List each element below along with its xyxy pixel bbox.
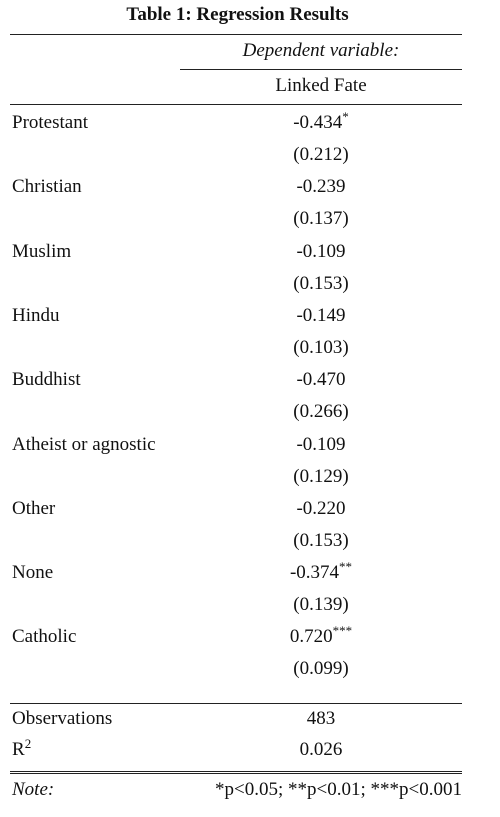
coefficient-value: -0.109 (180, 434, 462, 456)
dependent-variable-name: Linked Fate (275, 75, 367, 96)
coefficient-number: -0.434 (293, 112, 343, 133)
coefficient-value: -0.220 (180, 498, 462, 520)
coefficient-number: 0.720 (289, 626, 333, 647)
r-squared-value: 0.026 (299, 739, 343, 760)
coefficient-value: -0.149 (180, 305, 462, 327)
row-label: Muslim (12, 241, 72, 262)
coefficient-value: -0.239 (180, 176, 462, 198)
r-squared-label: R2 (12, 736, 32, 760)
standard-error-value: (0.212) (293, 144, 349, 165)
row-label: Other (12, 498, 56, 519)
coefficient-value: -0.470 (180, 369, 462, 391)
row-label: Christian (12, 176, 82, 197)
coefficient-number: -0.149 (296, 305, 346, 326)
dependent-variable-label: Dependent variable: (242, 40, 400, 61)
significance-stars: * (342, 109, 349, 124)
bottom-rule (10, 771, 462, 774)
standard-error-value: (0.266) (293, 401, 349, 422)
row-label: None (12, 562, 54, 583)
coefficient-number: -0.239 (296, 176, 346, 197)
coefficient-number: -0.220 (296, 498, 346, 519)
coefficient-number: -0.374 (289, 562, 340, 583)
row-label: Hindu (12, 305, 60, 326)
standard-error-value: (0.139) (293, 594, 349, 615)
row-label: Protestant (12, 112, 88, 133)
coefficient-value: 0.720*** (180, 623, 462, 648)
coefficient-value: -0.434* (180, 109, 462, 134)
table-title: Table 1: Regression Results (126, 4, 349, 25)
observations-value: 483 (306, 708, 336, 729)
top-rule (10, 34, 462, 35)
standard-error-value: (0.103) (293, 337, 349, 358)
standard-error-value: (0.153) (293, 273, 349, 294)
header-rule (10, 104, 462, 105)
note-text: *p<0.05; **p<0.01; ***p<0.001 (215, 779, 462, 800)
coefficient-value: -0.374** (180, 559, 462, 584)
note-label: Note: (12, 779, 55, 800)
standard-error-value: (0.129) (293, 466, 349, 487)
standard-error-value: (0.099) (293, 658, 349, 679)
row-label: Catholic (12, 626, 77, 647)
observations-label: Observations (12, 708, 113, 729)
coefficient-number: -0.109 (296, 434, 346, 455)
significance-stars: ** (339, 559, 353, 574)
row-label: Atheist or agnostic (12, 434, 156, 455)
significance-stars: *** (332, 623, 353, 638)
row-label: Buddhist (12, 369, 81, 390)
standard-error-value: (0.153) (293, 530, 349, 551)
standard-error-value: (0.137) (293, 208, 349, 229)
coefficient-number: -0.470 (296, 369, 346, 390)
coefficient-number: -0.109 (296, 241, 346, 262)
stats-rule (10, 703, 462, 704)
header-sub-rule (180, 69, 462, 70)
coefficient-value: -0.109 (180, 241, 462, 263)
